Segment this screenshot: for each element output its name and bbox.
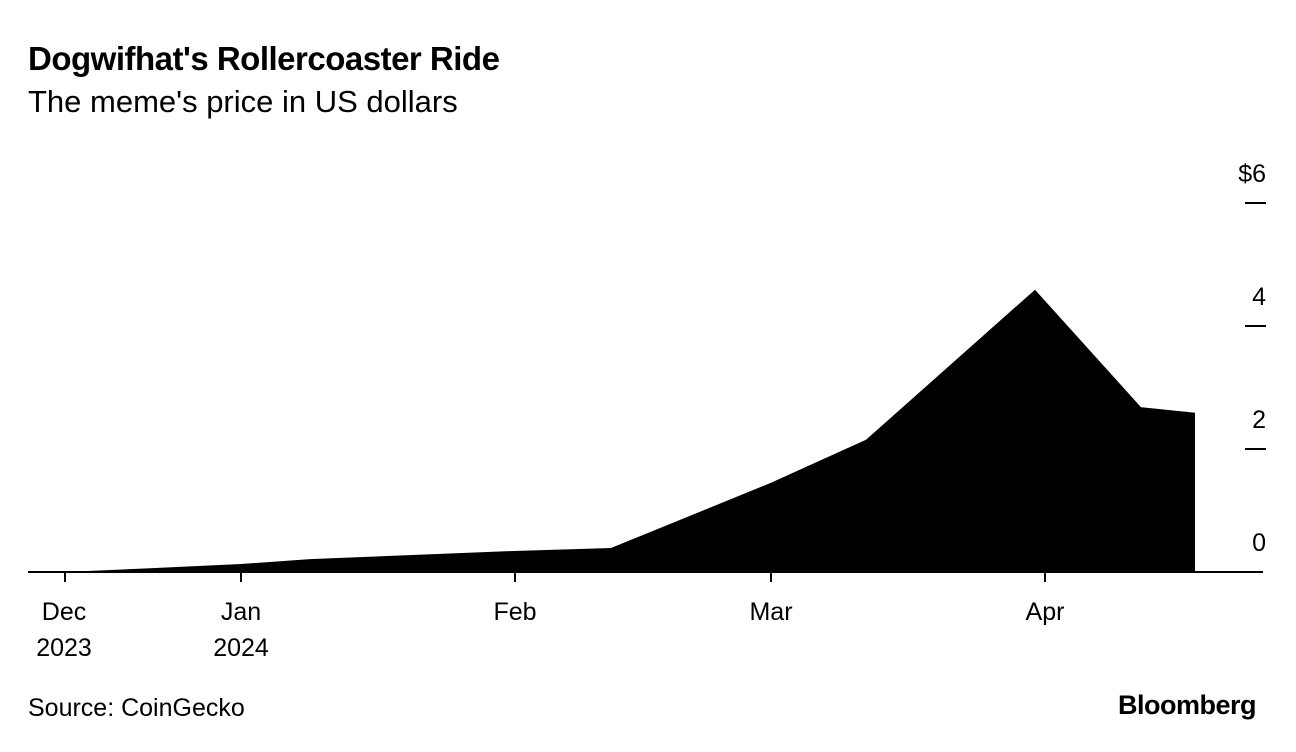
chart-title: Dogwifhat's Rollercoaster Ride	[28, 40, 500, 77]
price-area	[65, 289, 1195, 572]
y-label-2: 2	[1252, 406, 1266, 434]
x-tick-marks	[64, 572, 1046, 582]
x-label-jan: Jan 2024	[213, 598, 269, 662]
y-tick-marks	[1245, 202, 1266, 450]
y-label-6: $6	[1238, 160, 1266, 188]
chart-subtitle: The meme's price in US dollars	[28, 84, 458, 119]
source-note: Source: CoinGecko	[28, 694, 245, 722]
x-label-dec: Dec 2023	[36, 598, 92, 662]
x-label-apr: Apr	[1025, 598, 1065, 626]
bloomberg-logo: Bloomberg	[1117, 690, 1257, 720]
y-label-0: 0	[1252, 529, 1266, 557]
x-label-feb: Feb	[493, 598, 537, 626]
y-label-4: 4	[1252, 283, 1266, 311]
x-label-mar: Mar	[749, 598, 793, 626]
